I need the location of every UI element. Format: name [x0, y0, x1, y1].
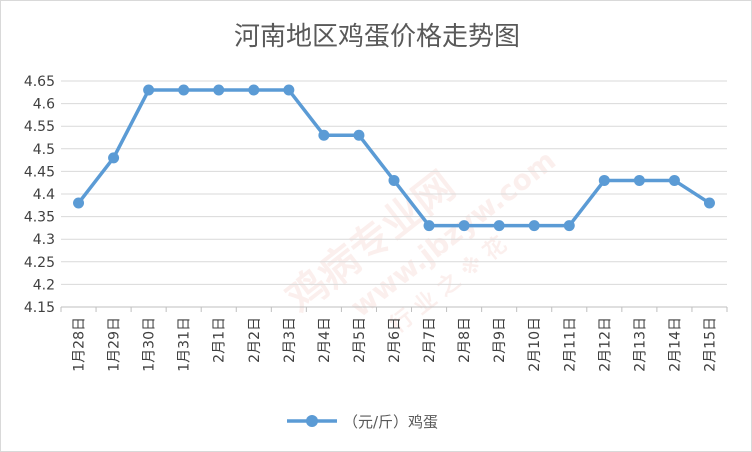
- y-axis-ticks: 4.15 4.2 4.25 4.3 4.35 4.4 4.45 4.5 4.55 4.6 4.65: [24, 74, 55, 316]
- data-point: [73, 197, 85, 209]
- data-point: [143, 84, 155, 96]
- x-tick-label: 2月14日: [667, 317, 683, 372]
- data-point: [668, 174, 680, 186]
- y-tick-label: 4.25: [24, 255, 55, 271]
- x-tick-label: 1月30日: [142, 317, 158, 372]
- legend: （元/斤）鸡蛋: [287, 413, 438, 431]
- data-point: [563, 220, 575, 232]
- data-point: [108, 152, 120, 164]
- x-tick-label: 1月29日: [107, 317, 123, 372]
- x-tick-label: 2月10日: [527, 317, 543, 372]
- data-point: [493, 220, 505, 232]
- y-tick-label: 4.3: [33, 232, 55, 248]
- gridlines: [61, 80, 727, 308]
- data-point: [703, 197, 715, 209]
- chart-title: 河南地区鸡蛋价格走势图: [234, 22, 520, 52]
- legend-label: （元/斤）鸡蛋: [343, 413, 438, 431]
- x-tick-label: 1月28日: [72, 317, 88, 372]
- y-tick-label: 4.55: [24, 119, 55, 135]
- y-tick-label: 4.4: [33, 187, 55, 203]
- data-point: [633, 174, 645, 186]
- data-point: [353, 129, 365, 141]
- y-tick-label: 4.2: [33, 277, 55, 293]
- data-point: [318, 129, 330, 141]
- x-tick-label: 2月6日: [387, 317, 403, 363]
- x-axis: [60, 306, 728, 312]
- data-point: [213, 84, 225, 96]
- y-tick-label: 4.6: [33, 97, 55, 113]
- data-point: [458, 220, 470, 232]
- data-point: [248, 84, 260, 96]
- y-tick-label: 4.35: [24, 210, 55, 226]
- x-tick-label: 2月5日: [352, 317, 368, 363]
- y-tick-label: 4.65: [24, 74, 55, 90]
- x-tick-label: 1月31日: [177, 317, 193, 372]
- data-point: [598, 174, 610, 186]
- data-point: [283, 84, 295, 96]
- x-tick-label: 2月12日: [597, 317, 613, 372]
- x-tick-label: 2月8日: [457, 317, 473, 363]
- x-tick-label: 2月13日: [632, 317, 648, 372]
- data-point: [178, 84, 190, 96]
- legend-marker-icon: [306, 415, 318, 427]
- x-tick-label: 2月15日: [702, 317, 718, 372]
- data-point: [388, 174, 400, 186]
- x-axis-ticks: 1月28日 1月29日 1月30日 1月31日 2月1日 2月2日 2月3日 2月4日 2月5日…: [72, 317, 719, 372]
- x-tick-label: 2月7日: [422, 317, 438, 363]
- series-group: [73, 84, 715, 232]
- x-tick-label: 2月9日: [492, 317, 508, 363]
- x-tick-label: 2月2日: [247, 317, 263, 363]
- data-point: [528, 220, 540, 232]
- x-tick-label: 2月3日: [282, 317, 298, 363]
- x-tick-label: 2月11日: [562, 317, 578, 372]
- y-tick-label: 4.15: [24, 300, 55, 316]
- x-tick-label: 2月1日: [212, 317, 228, 363]
- y-tick-label: 4.45: [24, 164, 55, 180]
- y-tick-label: 4.5: [33, 142, 55, 158]
- x-tick-label: 2月4日: [317, 317, 333, 363]
- data-point: [423, 220, 435, 232]
